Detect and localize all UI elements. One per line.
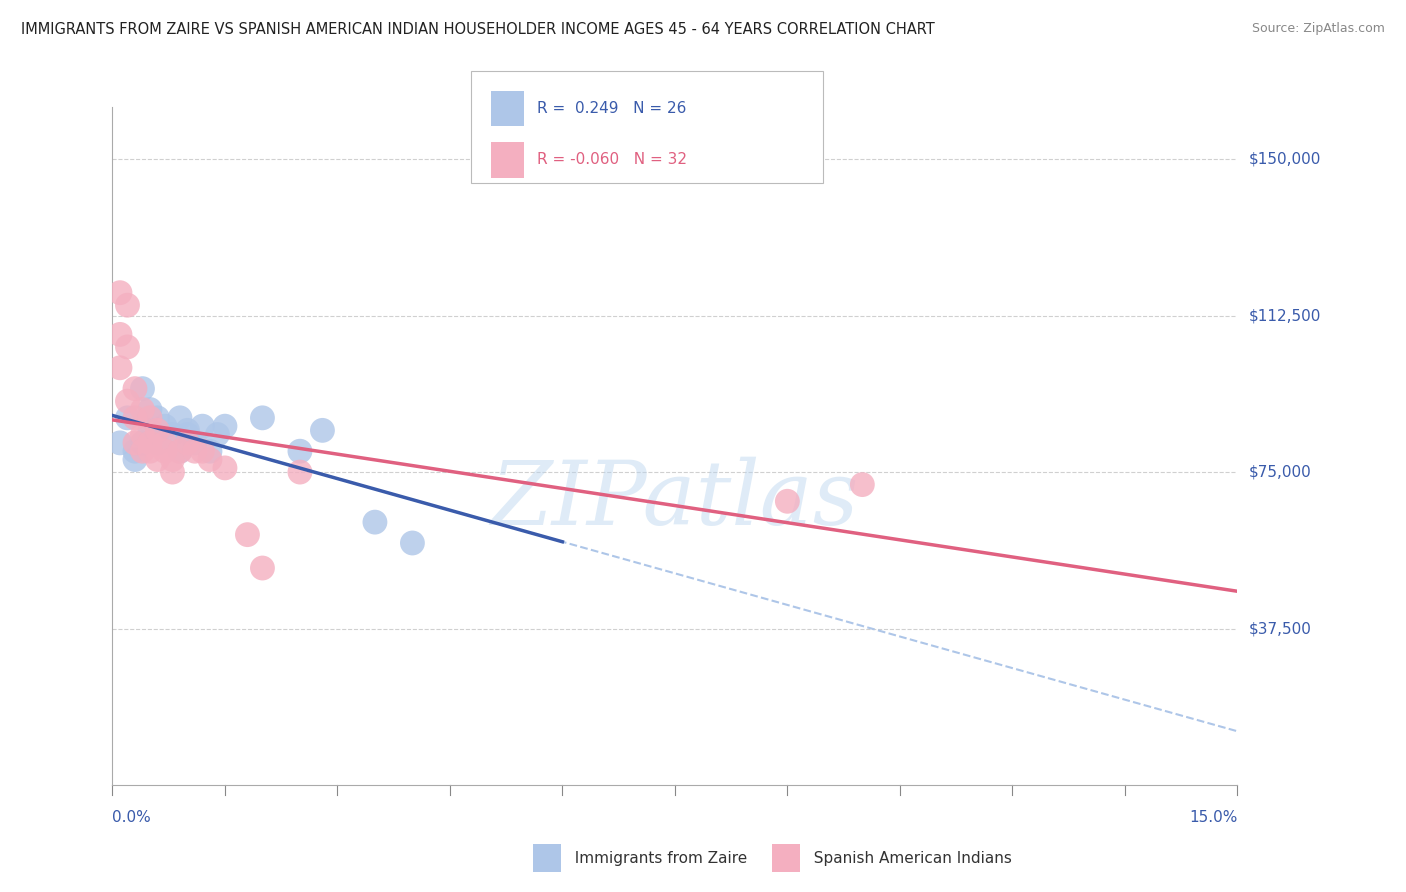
Point [311, 423, 333, 437]
Point [153, 419, 176, 434]
Point [252, 410, 274, 425]
Point [851, 477, 873, 491]
Point [108, 435, 131, 450]
Point [124, 435, 146, 450]
Point [207, 427, 229, 442]
Point [139, 423, 162, 437]
Point [162, 427, 184, 442]
Text: R =  0.249   N = 26: R = 0.249 N = 26 [537, 101, 686, 116]
Point [146, 435, 169, 450]
Text: 15.0%: 15.0% [1189, 810, 1237, 825]
Point [146, 410, 169, 425]
Point [776, 494, 799, 508]
Point [176, 427, 198, 442]
Point [153, 435, 176, 450]
Point [139, 435, 162, 450]
Text: Spanish American Indians: Spanish American Indians [804, 851, 1012, 865]
Point [364, 515, 387, 529]
Point [252, 561, 274, 575]
Point [169, 444, 191, 458]
Point [139, 402, 162, 417]
Point [131, 402, 153, 417]
Text: IMMIGRANTS FROM ZAIRE VS SPANISH AMERICAN INDIAN HOUSEHOLDER INCOME AGES 45 - 64: IMMIGRANTS FROM ZAIRE VS SPANISH AMERICA… [21, 22, 935, 37]
Point [162, 452, 184, 467]
Point [124, 410, 146, 425]
Point [153, 444, 176, 458]
Point [117, 340, 139, 354]
Point [108, 285, 131, 300]
Point [191, 419, 214, 434]
Text: $150,000: $150,000 [1249, 152, 1320, 167]
Text: Immigrants from Zaire: Immigrants from Zaire [565, 851, 748, 865]
Text: Source: ZipAtlas.com: Source: ZipAtlas.com [1251, 22, 1385, 36]
Point [131, 382, 153, 396]
Point [139, 410, 162, 425]
Point [124, 382, 146, 396]
Point [117, 394, 139, 409]
Point [108, 327, 131, 342]
Point [108, 360, 131, 375]
Point [214, 461, 236, 475]
Point [214, 419, 236, 434]
Point [162, 465, 184, 479]
Point [146, 452, 169, 467]
Point [288, 465, 311, 479]
Text: ZIPatlas: ZIPatlas [491, 457, 859, 543]
Point [198, 452, 221, 467]
Point [117, 410, 139, 425]
Point [169, 444, 191, 458]
Point [131, 435, 153, 450]
Point [169, 410, 191, 425]
Point [401, 536, 423, 550]
Point [236, 527, 259, 541]
Point [191, 444, 214, 458]
Point [131, 444, 153, 458]
Point [131, 427, 153, 442]
Point [124, 452, 146, 467]
Text: $37,500: $37,500 [1249, 621, 1312, 636]
Point [184, 435, 207, 450]
Point [117, 298, 139, 312]
Text: 0.0%: 0.0% [112, 810, 152, 825]
Point [288, 444, 311, 458]
Point [198, 444, 221, 458]
Point [176, 423, 198, 437]
Point [176, 435, 198, 450]
Point [146, 423, 169, 437]
Text: $112,500: $112,500 [1249, 308, 1320, 323]
Point [184, 444, 207, 458]
Text: $75,000: $75,000 [1249, 465, 1312, 480]
Text: R = -0.060   N = 32: R = -0.060 N = 32 [537, 153, 688, 168]
Point [139, 444, 162, 458]
Point [124, 444, 146, 458]
